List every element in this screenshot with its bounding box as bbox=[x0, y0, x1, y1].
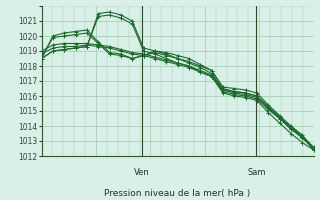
Text: Ven: Ven bbox=[134, 168, 150, 177]
Text: Sam: Sam bbox=[247, 168, 266, 177]
Text: Pression niveau de la mer( hPa ): Pression niveau de la mer( hPa ) bbox=[104, 189, 251, 198]
